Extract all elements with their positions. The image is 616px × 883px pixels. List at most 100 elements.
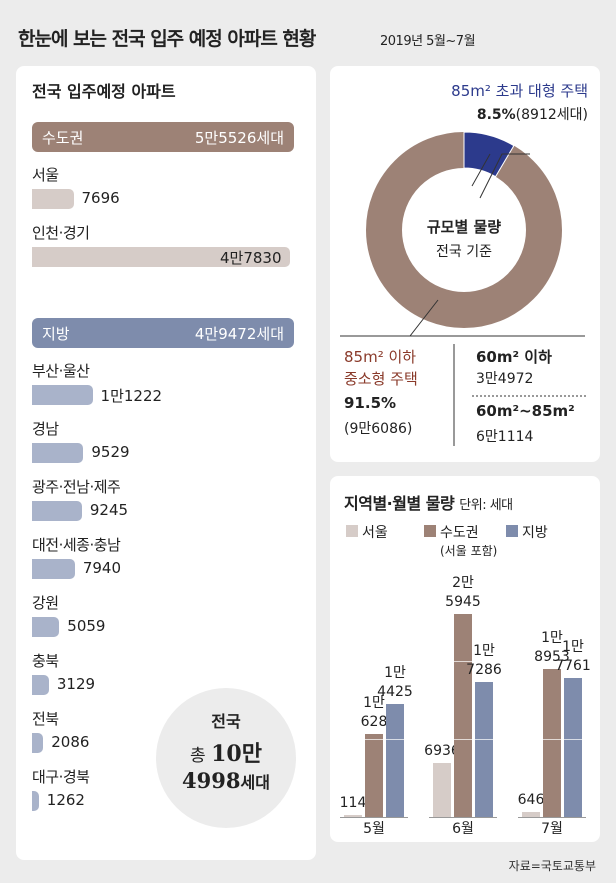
region-name: 광주·전남·제주: [32, 478, 121, 496]
large-leader-line: [479, 153, 530, 199]
region-name: 대전·세종·충남: [32, 536, 121, 554]
bar-서울: [522, 811, 540, 817]
region-value: 9245: [89, 501, 129, 519]
local-label: 지방: [42, 324, 70, 343]
page-title: 한눈에 보는 전국 입주 예정 아파트 현황: [18, 28, 316, 50]
region-bar: [32, 617, 60, 637]
under60-value: 3만4972: [476, 371, 534, 387]
legend-swatch: [424, 525, 436, 537]
capital-header: 수도권 5만5526세대: [32, 122, 294, 152]
source-note: 자료=국토교통부: [508, 859, 596, 873]
bar-value-label: 2만 5945: [434, 574, 492, 612]
size-donut: [340, 131, 588, 446]
donut-subtitle: 전국 기준: [436, 244, 492, 260]
panel-title: 전국 입주예정 아파트: [32, 82, 176, 101]
legend-label: 수도권: [440, 525, 479, 541]
month-label: 7월: [541, 821, 563, 837]
capital-label: 수도권: [42, 128, 84, 147]
chart-unit: 단위: 세대: [459, 498, 513, 513]
bar-수도권: [543, 668, 561, 817]
gridline: [365, 738, 383, 740]
bar-value-label: 646: [502, 791, 560, 810]
region-name: 전북: [32, 710, 59, 728]
national-label: 전국: [211, 712, 241, 731]
bar-서울: [344, 815, 362, 817]
month-label: 6월: [452, 821, 474, 837]
60to85-label: 60m²~85m²: [476, 402, 575, 420]
bar-value-text: 1만: [541, 629, 563, 646]
region-name: 인천·경기: [32, 224, 90, 242]
national-big: 10만: [211, 741, 262, 767]
national-total-badge: 전국 총 10만 4998세대: [156, 688, 296, 828]
bar-value-label: 1만 7286: [455, 642, 513, 680]
region-value: 5059: [67, 617, 106, 635]
region-name: 강원: [32, 594, 59, 612]
region-value: 3129: [56, 675, 96, 693]
page-subtitle: 2019년 5월~7월: [380, 34, 476, 49]
donut-large-slice: [463, 131, 515, 178]
small-label-2: 중소형 주택: [344, 370, 418, 388]
regional-panel: 전국 입주예정 아파트 수도권 5만5526세대 서울 7696 인천·경기 4만78…: [16, 66, 316, 860]
bar-value-text: 114: [339, 795, 367, 811]
region-value: 4만7830: [220, 249, 282, 267]
local-total: 4만9472세대: [194, 324, 284, 343]
bar-value-text: 646: [517, 791, 545, 808]
national-prefix: 총: [190, 746, 206, 766]
region-name: 서울: [32, 166, 59, 184]
chart-title: 지역별·월별 물량: [344, 494, 455, 513]
region-bar: [32, 247, 290, 267]
60to85-value: 6만1114: [476, 429, 534, 445]
bar-value-text: 7761: [555, 658, 591, 675]
gridline: [454, 660, 472, 662]
gridline: [543, 738, 561, 740]
region-bar: [32, 501, 82, 521]
region-value: 2086: [51, 733, 90, 751]
bar-서울: [433, 762, 451, 817]
bar-value-text: 1만: [473, 642, 495, 659]
small-pct: 91.5%: [344, 394, 397, 412]
large-count: (8912세대): [515, 107, 588, 123]
bar-value-text: 5945: [445, 594, 481, 610]
bar-value-text: 1만: [363, 694, 385, 711]
bar-value-text: 4425: [377, 684, 413, 701]
bar-value-label: 1만 628: [345, 694, 403, 732]
region-value: 9529: [91, 443, 130, 461]
region-value: 1만1222: [100, 387, 163, 405]
bar-value-text: 628: [360, 713, 388, 730]
legend-note: (서울 포함): [440, 544, 498, 558]
region-bar: [32, 733, 44, 753]
donut-title: 규모별 물량: [426, 218, 502, 236]
bar-value-text: 1만: [384, 665, 406, 682]
chart-plot: 114 1만 628 1만 4425 5월 6936 2만 5945 1만 7286 6월 646 1만 8…: [330, 476, 600, 842]
region-value: 1262: [46, 791, 85, 809]
gridline: [564, 738, 582, 740]
region-bar: [32, 791, 39, 811]
region-name: 경남: [32, 420, 59, 438]
chart-legend: 서울 수도권 (서울 포함) 지방: [346, 522, 596, 562]
region-name: 대구·경북: [32, 768, 90, 786]
region-bar: [32, 559, 75, 579]
bar-수도권: [454, 614, 472, 817]
region-name: 충북: [32, 652, 59, 670]
local-header: 지방 4만9472세대: [32, 318, 294, 348]
gridline: [475, 738, 493, 740]
monthly-chart-panel: 지역별·월별 물량 단위: 세대 서울 수도권 (서울 포함) 지방 114 1만 628…: [330, 476, 600, 842]
gridline: [386, 738, 404, 740]
bar-value-text: 1만: [562, 639, 584, 656]
region-bar: [32, 189, 74, 209]
bar-value-label: 1만 7761: [544, 638, 602, 676]
baseline: [518, 817, 586, 818]
bar-value-label: 6936: [413, 742, 471, 761]
region-name: 부산·울산: [32, 362, 90, 380]
baseline: [429, 817, 497, 818]
region-value: 7940: [82, 559, 122, 577]
national-number: 4998: [182, 768, 241, 793]
large-pct: 8.5%: [476, 107, 516, 123]
baseline: [340, 817, 408, 818]
bar-value-label: 114: [324, 794, 382, 813]
national-unit: 세대: [240, 773, 270, 792]
bar-value-label: 1만 4425: [366, 664, 424, 702]
legend-swatch: [346, 525, 358, 537]
large-label: 85m² 초과 대형 주택: [451, 82, 588, 100]
bar-value-text: 7286: [466, 661, 502, 678]
